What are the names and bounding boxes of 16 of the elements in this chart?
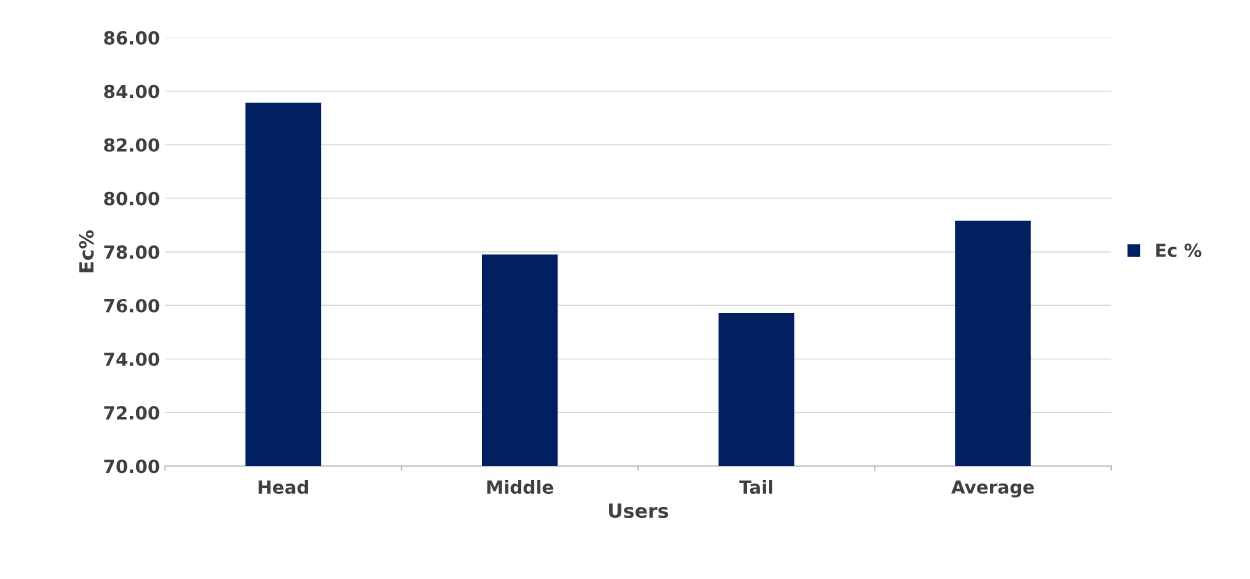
y-tick-label: 84.00 xyxy=(104,84,160,99)
y-tick-label: 82.00 xyxy=(104,138,160,152)
y-tick-label: 86.00 xyxy=(104,31,160,45)
y-axis-title: Ec% xyxy=(79,230,94,273)
legend-label: Ec % xyxy=(1156,243,1202,258)
x-tick-label: Average xyxy=(951,480,1034,498)
x-axis-title: Users xyxy=(609,503,669,519)
y-tick-label: 80.00 xyxy=(104,191,160,206)
x-tick-label: Tail xyxy=(739,479,773,494)
x-tick-label: Middle xyxy=(487,479,554,494)
y-tick-label: 76.00 xyxy=(104,298,160,313)
y-tick-label: 78.00 xyxy=(104,245,160,259)
x-tick-label: Head xyxy=(258,479,308,494)
y-tick-label: 74.00 xyxy=(104,352,160,367)
y-tick-label: 70.00 xyxy=(104,459,160,474)
y-tick-label: 72.00 xyxy=(104,406,160,420)
